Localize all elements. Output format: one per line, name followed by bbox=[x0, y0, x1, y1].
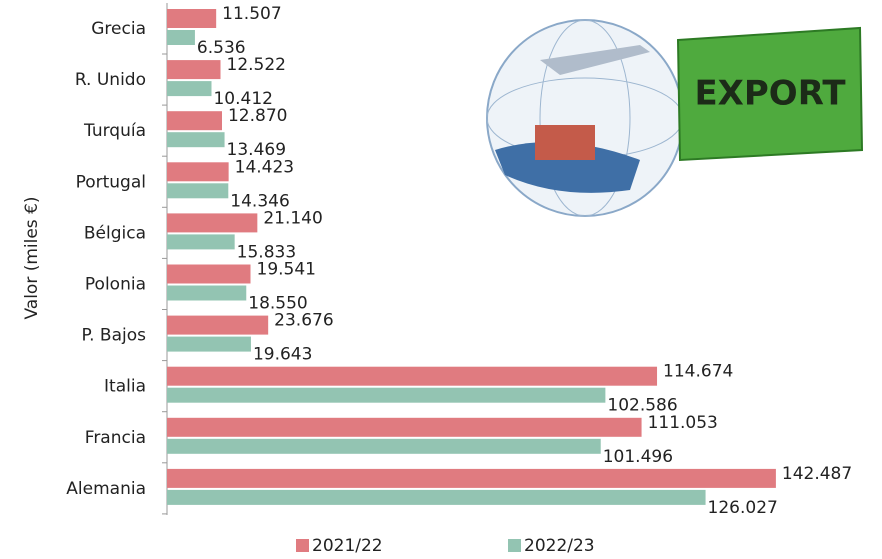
value-label: 23.676 bbox=[274, 311, 333, 331]
value-label: 12.870 bbox=[228, 106, 287, 126]
value-label: 102.586 bbox=[607, 396, 677, 416]
value-label: 111.053 bbox=[648, 413, 718, 433]
value-label: 14.423 bbox=[235, 157, 294, 177]
value-label: 12.522 bbox=[227, 55, 286, 75]
value-label: 11.507 bbox=[222, 4, 281, 24]
value-label: 101.496 bbox=[603, 447, 673, 467]
bar bbox=[167, 81, 212, 97]
value-label: 19.541 bbox=[257, 260, 316, 280]
y-axis-label: Valor (miles €) bbox=[22, 196, 42, 319]
y-tick-label: R. Unido bbox=[75, 70, 146, 90]
y-tick-label: Grecia bbox=[91, 19, 146, 39]
bar bbox=[167, 234, 235, 250]
y-tick-label: Italia bbox=[104, 377, 146, 397]
bar bbox=[167, 60, 221, 80]
bar bbox=[167, 366, 658, 386]
legend-label: 2022/23 bbox=[524, 536, 595, 556]
bar bbox=[167, 183, 229, 199]
value-label: 14.346 bbox=[230, 191, 289, 211]
value-label: 19.643 bbox=[253, 345, 312, 365]
bar bbox=[167, 489, 706, 505]
bar bbox=[167, 417, 642, 437]
legend-label: 2021/22 bbox=[312, 536, 383, 556]
container-text: EXPORT bbox=[694, 74, 846, 114]
bar bbox=[167, 162, 229, 182]
value-label: 13.469 bbox=[227, 140, 286, 160]
bar bbox=[167, 387, 606, 403]
bar bbox=[167, 438, 601, 454]
y-tick-label: Francia bbox=[85, 428, 146, 448]
bar bbox=[167, 30, 195, 45]
y-tick-label: Turquía bbox=[83, 121, 146, 141]
bar bbox=[167, 468, 776, 488]
value-label: 18.550 bbox=[248, 294, 307, 314]
value-label: 142.487 bbox=[782, 464, 852, 484]
bar bbox=[167, 285, 247, 301]
value-label: 21.140 bbox=[263, 208, 322, 228]
bar bbox=[167, 132, 225, 148]
export-illustration: EXPORT bbox=[486, 19, 864, 217]
bar bbox=[167, 213, 258, 233]
y-tick-label: Bélgica bbox=[84, 223, 146, 243]
y-tick-label: P. Bajos bbox=[82, 326, 147, 346]
value-label: 15.833 bbox=[237, 242, 296, 262]
y-tick-label: Polonia bbox=[85, 275, 146, 295]
value-label: 126.027 bbox=[708, 498, 778, 518]
value-label: 6.536 bbox=[197, 38, 246, 58]
value-label: 114.674 bbox=[663, 362, 733, 382]
bar bbox=[167, 336, 251, 352]
bar bbox=[167, 264, 251, 284]
value-label: 10.412 bbox=[213, 89, 272, 109]
legend-swatch bbox=[508, 539, 521, 552]
bar bbox=[167, 9, 217, 28]
y-tick-label: Portugal bbox=[76, 172, 146, 192]
y-tick-label: Alemania bbox=[66, 479, 146, 499]
bar bbox=[167, 111, 222, 131]
legend-swatch bbox=[296, 539, 309, 552]
bar bbox=[167, 315, 269, 335]
